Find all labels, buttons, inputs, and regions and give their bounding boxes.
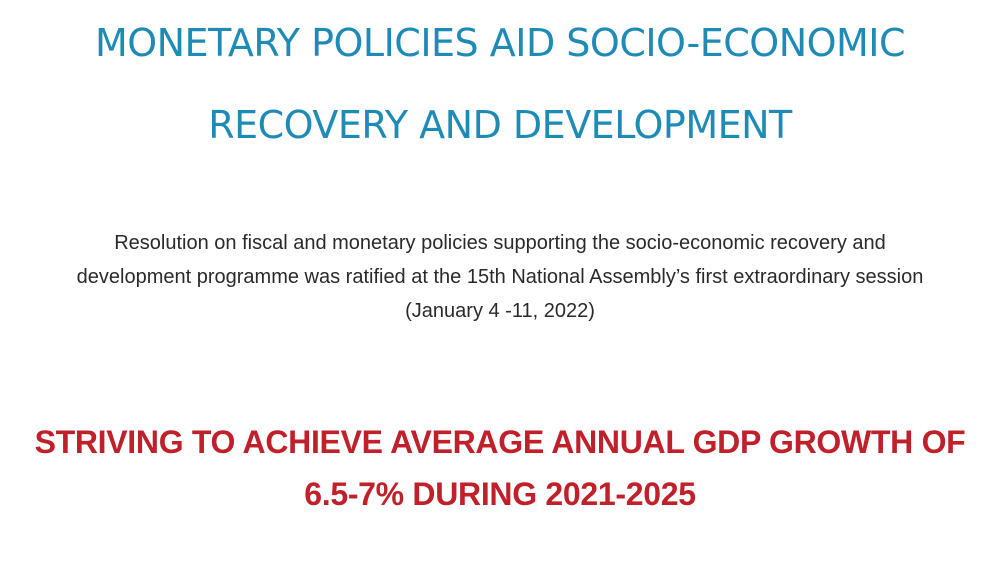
headline-line-1: STRIVING TO ACHIEVE AVERAGE ANNUAL GDP G…	[34, 424, 966, 460]
headline-line-2: 6.5-7% DURING 2021-2025	[304, 476, 696, 512]
subtitle-line-2: development programme was ratified at th…	[76, 266, 924, 288]
subtitle-line-1: Resolution on fiscal and monetary polici…	[114, 232, 886, 254]
page-title-line-2: RECOVERY AND DEVELOPMENT	[208, 103, 792, 147]
subtitle-date: (January 4 -11, 2022)	[405, 300, 595, 322]
page-title-line-1: MONETARY POLICIES AID SOCIO-ECONOMIC	[94, 21, 906, 65]
